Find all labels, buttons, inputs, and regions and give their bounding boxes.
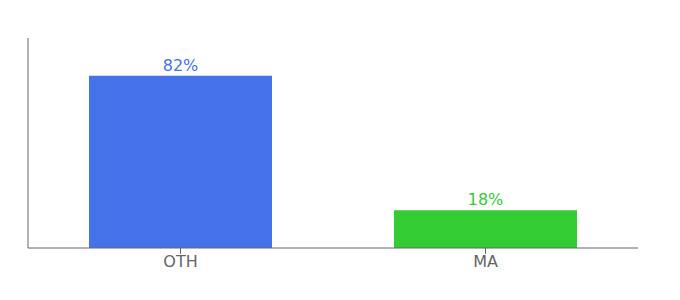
- svg-text:MA: MA: [473, 252, 498, 271]
- svg-text:82%: 82%: [163, 56, 199, 75]
- svg-text:18%: 18%: [468, 190, 504, 209]
- svg-text:OTH: OTH: [163, 252, 197, 271]
